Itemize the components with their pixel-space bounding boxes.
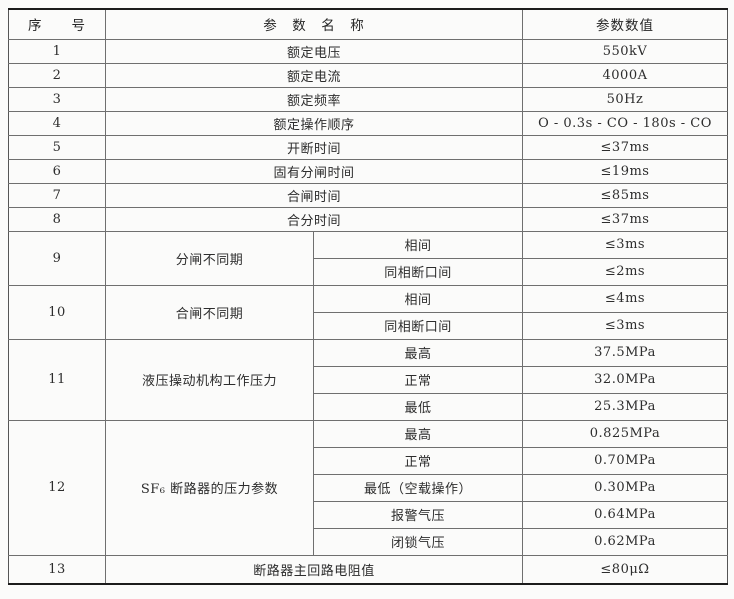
header-cell-name: 参 数 名 称: [105, 8, 523, 40]
table-subrow: 同相断口间 ≤3ms: [9, 311, 728, 340]
row-no-cell: 2: [8, 62, 106, 88]
param-name-cell: 液压操动机构工作压力: [105, 338, 314, 421]
table-row: 12 SF₆ 断路器的压力参数 最高 0.825MPa: [8, 419, 728, 556]
sub-label-cell: 最高: [313, 419, 523, 448]
param-value-cell: ≤85ms: [522, 182, 728, 208]
sub-label-cell: 闭锁气压: [313, 527, 523, 556]
table-row: 3 额定频率 50Hz: [8, 86, 728, 112]
param-name-cell: 开断时间: [105, 134, 523, 160]
table-row: 6 固有分闸时间 ≤19ms: [8, 158, 728, 184]
table-subrow: 正常 32.0MPa: [9, 365, 728, 394]
sub-label-cell: 报警气压: [313, 500, 523, 529]
header-cell-value: 参数数值: [522, 8, 728, 40]
sub-label-cell: 相间: [313, 230, 523, 259]
sub-label-cell: 相间: [313, 284, 523, 313]
sub-label-cell: 最高: [313, 338, 523, 367]
row-no-cell: 12: [8, 419, 106, 556]
param-value-cell: ≤2ms: [522, 257, 728, 286]
sub-label-cell: 最低（空载操作）: [313, 473, 523, 502]
row-no-cell: 3: [8, 86, 106, 112]
param-table-body: 序 号 参 数 名 称 参数数值 1 额定电压 550kV 2 额定电流 4000A 3 额定…: [8, 8, 728, 585]
param-value-cell: 37.5MPa: [522, 338, 728, 367]
row-no-cell: 1: [8, 38, 106, 64]
param-value-cell: ≤3ms: [522, 230, 728, 259]
param-name-cell: 额定操作顺序: [105, 110, 523, 136]
sub-label-cell: 正常: [313, 446, 523, 475]
table-row: 7 合闸时间 ≤85ms: [8, 182, 728, 208]
table-row: 10 合闸不同期 相间 ≤4ms: [8, 284, 728, 340]
row-no-cell: 13: [8, 554, 106, 585]
param-value-cell: 32.0MPa: [522, 365, 728, 394]
param-value-cell: ≤80μΩ: [522, 554, 728, 585]
table-row: 1 额定电压 550kV: [8, 38, 728, 64]
table-row: 4 额定操作顺序 O - 0.3s - CO - 180s - CO: [8, 110, 728, 136]
table-subrow: 报警气压 0.64MPa: [9, 500, 728, 529]
row-no-cell: 6: [8, 158, 106, 184]
param-name-cell: 额定电流: [105, 62, 523, 88]
table-row: 2 额定电流 4000A: [8, 62, 728, 88]
header-cell-no: 序 号: [8, 8, 106, 40]
table-subrow: 最低 25.3MPa: [9, 392, 728, 421]
param-value-cell: 0.825MPa: [522, 419, 728, 448]
param-table: 序 号 参 数 名 称 参数数值 1 额定电压 550kV 2 额定电流 4000A 3 额定…: [8, 8, 728, 585]
param-value-cell: 50Hz: [522, 86, 728, 112]
param-value-cell: ≤3ms: [522, 311, 728, 340]
table-subrow: 同相断口间 ≤2ms: [9, 257, 728, 286]
table-row: 9 分闸不同期 相间 ≤3ms: [8, 230, 728, 286]
param-name-cell: 分闸不同期: [105, 230, 314, 286]
param-value-cell: 0.62MPa: [522, 527, 728, 556]
param-value-cell: 25.3MPa: [522, 392, 728, 421]
table-row: 13 断路器主回路电阻值 ≤80μΩ: [8, 554, 728, 585]
param-value-cell: O - 0.3s - CO - 180s - CO: [522, 110, 728, 136]
param-value-cell: 550kV: [522, 38, 728, 64]
sub-label-cell: 同相断口间: [313, 311, 523, 340]
table-row: 8 合分时间 ≤37ms: [8, 206, 728, 232]
table-row: 11 液压操动机构工作压力 最高 37.5MPa: [8, 338, 728, 421]
param-value-cell: 0.30MPa: [522, 473, 728, 502]
param-value-cell: 0.70MPa: [522, 446, 728, 475]
row-no-cell: 5: [8, 134, 106, 160]
table-header-row: 序 号 参 数 名 称 参数数值: [8, 8, 728, 40]
param-name-cell: 额定电压: [105, 38, 523, 64]
param-name-cell: 合闸时间: [105, 182, 523, 208]
param-value-cell: ≤37ms: [522, 134, 728, 160]
param-value-cell: 0.64MPa: [522, 500, 728, 529]
table-subrow: 闭锁气压 0.62MPa: [9, 527, 728, 556]
row-no-cell: 8: [8, 206, 106, 232]
row-no-cell: 11: [8, 338, 106, 421]
table-subrow: 最低（空载操作） 0.30MPa: [9, 473, 728, 502]
sub-label-cell: 正常: [313, 365, 523, 394]
row-no-cell: 9: [8, 230, 106, 286]
param-name-cell: 固有分闸时间: [105, 158, 523, 184]
param-name-cell: SF₆ 断路器的压力参数: [105, 419, 314, 556]
table-row: 5 开断时间 ≤37ms: [8, 134, 728, 160]
row-no-cell: 7: [8, 182, 106, 208]
param-value-cell: 4000A: [522, 62, 728, 88]
row-no-cell: 10: [8, 284, 106, 340]
table-subrow: 正常 0.70MPa: [9, 446, 728, 475]
param-name-cell: 合分时间: [105, 206, 523, 232]
param-name-cell: 额定频率: [105, 86, 523, 112]
sub-label-cell: 最低: [313, 392, 523, 421]
param-value-cell: ≤37ms: [522, 206, 728, 232]
param-name-cell: 断路器主回路电阻值: [105, 554, 523, 585]
param-value-cell: ≤4ms: [522, 284, 728, 313]
param-value-cell: ≤19ms: [522, 158, 728, 184]
row-no-cell: 4: [8, 110, 106, 136]
param-name-cell: 合闸不同期: [105, 284, 314, 340]
sub-label-cell: 同相断口间: [313, 257, 523, 286]
